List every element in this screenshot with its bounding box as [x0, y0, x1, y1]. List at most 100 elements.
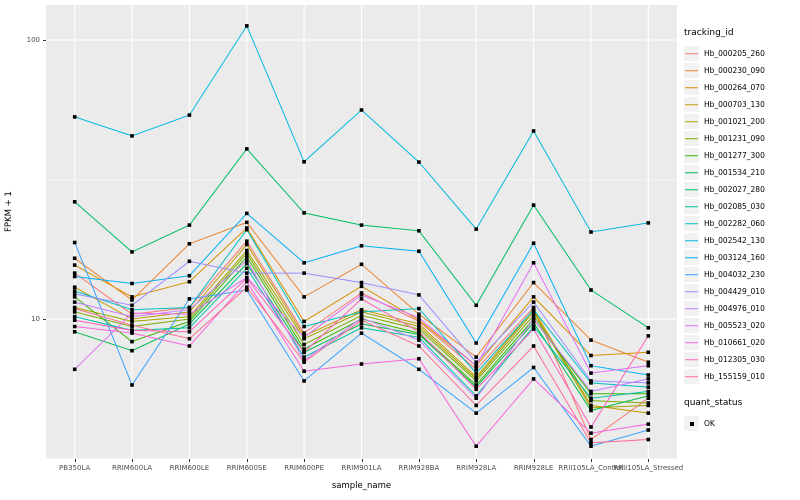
legend-label: Hb_001277_300 [704, 151, 765, 160]
x-tick-mark [246, 459, 248, 462]
data-point [589, 437, 593, 442]
color-swatch [685, 324, 698, 327]
data-point [359, 331, 364, 335]
x-tick-label: RRIM600PE [284, 464, 325, 472]
data-point [589, 391, 593, 396]
x-tick-mark [648, 459, 650, 462]
data-point [72, 324, 77, 329]
color-swatch [685, 154, 698, 157]
legend-entry-Hb_002282_060: Hb_002282_060 [684, 215, 798, 232]
data-point [531, 324, 536, 329]
legend-entry-Hb_005523_020: Hb_005523_020 [684, 317, 798, 334]
data-point [589, 441, 593, 445]
data-point [302, 369, 306, 373]
data-point [417, 322, 421, 326]
color-swatch [685, 290, 698, 293]
data-point [130, 281, 134, 286]
data-point [474, 227, 478, 231]
data-point [72, 306, 77, 311]
color-swatch [685, 137, 698, 140]
data-point [359, 322, 364, 326]
legend-label: Hb_000205_260 [704, 49, 765, 58]
legend-title: tracking_id [684, 28, 734, 38]
data-point [531, 365, 536, 370]
data-point [302, 335, 306, 340]
x-tick-mark [132, 459, 134, 462]
color-swatch [685, 69, 698, 72]
data-point [646, 350, 651, 355]
data-point [130, 323, 134, 327]
legend-key [684, 114, 699, 129]
data-point [417, 330, 421, 334]
data-point [187, 297, 192, 301]
color-swatch [685, 256, 698, 259]
legend-key [684, 46, 699, 61]
data-point [646, 422, 651, 426]
data-point [474, 341, 478, 345]
data-point [531, 305, 536, 310]
data-point [302, 211, 306, 215]
legend-key [684, 284, 699, 299]
data-point [646, 411, 651, 415]
x-tick-mark [476, 459, 478, 462]
data-point [72, 367, 77, 372]
x-tick-label: RRIM600SE [226, 464, 267, 472]
data-point [474, 383, 478, 387]
quant-legend-label: OK [704, 419, 715, 428]
legend-entry-Hb_002542_130: Hb_002542_130 [684, 232, 798, 249]
data-point [531, 280, 536, 285]
data-point [417, 332, 421, 337]
data-point [359, 307, 364, 312]
data-point [417, 229, 421, 233]
data-point [474, 375, 478, 379]
quant-legend-entry: OK [684, 415, 798, 432]
legend-key [684, 97, 699, 112]
data-point [646, 401, 651, 405]
data-point [417, 312, 421, 316]
data-point [245, 279, 249, 284]
legend-label: Hb_001534_210 [704, 168, 765, 177]
legend-entry-Hb_012305_030: Hb_012305_030 [684, 351, 798, 368]
x-tick-label: PB350LA [59, 464, 91, 472]
data-point [417, 324, 421, 329]
color-swatch [685, 188, 698, 191]
x-tick-mark [304, 459, 306, 462]
data-point [417, 367, 421, 372]
data-point [646, 326, 651, 330]
legend-key [684, 318, 699, 333]
data-point [245, 248, 249, 253]
data-point [589, 230, 593, 234]
data-point [72, 285, 77, 289]
legend-key [684, 301, 699, 316]
data-point [646, 428, 651, 432]
color-swatch [685, 307, 698, 310]
quant-legend-key [684, 416, 699, 431]
legend-label: Hb_000703_130 [704, 100, 765, 109]
data-point [187, 223, 192, 227]
legend-label: Hb_002085_030 [704, 202, 765, 211]
legend-key [684, 148, 699, 163]
data-point [589, 371, 593, 375]
data-point [187, 242, 192, 246]
color-swatch [685, 222, 698, 225]
data-point [646, 363, 651, 368]
data-point [417, 316, 421, 320]
color-swatch [685, 239, 698, 242]
data-point [474, 379, 478, 383]
legend-label: Hb_004429_010 [704, 287, 765, 296]
legend-key [684, 80, 699, 95]
data-point [302, 324, 306, 329]
legend-key [684, 165, 699, 180]
data-point [130, 383, 134, 387]
point-swatch [689, 421, 694, 426]
data-point [302, 355, 306, 359]
color-swatch [685, 375, 698, 378]
data-point [646, 377, 651, 381]
x-tick-mark [361, 459, 363, 462]
data-point [359, 316, 364, 320]
legend-label: Hb_005523_020 [704, 321, 765, 330]
data-point [302, 347, 306, 351]
data-point [245, 258, 249, 263]
data-point [589, 408, 593, 413]
data-point [417, 160, 421, 164]
